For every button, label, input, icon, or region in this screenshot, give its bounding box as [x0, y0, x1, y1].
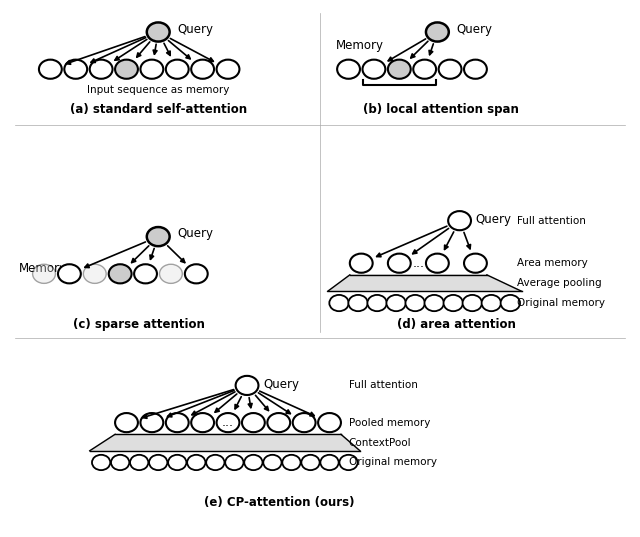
Polygon shape — [90, 434, 360, 451]
Circle shape — [464, 60, 487, 79]
Circle shape — [362, 60, 385, 79]
Circle shape — [388, 60, 411, 79]
Text: (b) local attention span: (b) local attention span — [363, 103, 518, 115]
Circle shape — [149, 455, 167, 470]
Text: Memory: Memory — [336, 39, 384, 52]
Text: Pooled memory: Pooled memory — [349, 418, 430, 427]
Circle shape — [367, 295, 387, 311]
Circle shape — [282, 455, 301, 470]
Circle shape — [424, 295, 444, 311]
Circle shape — [330, 295, 349, 311]
Circle shape — [337, 60, 360, 79]
Circle shape — [225, 455, 243, 470]
Circle shape — [321, 455, 339, 470]
Text: Full attention: Full attention — [349, 380, 417, 390]
Circle shape — [348, 295, 368, 311]
Text: Query: Query — [177, 228, 213, 241]
Circle shape — [301, 455, 319, 470]
Text: ...: ... — [222, 416, 234, 429]
Circle shape — [242, 413, 265, 432]
Circle shape — [147, 23, 170, 41]
Circle shape — [191, 413, 214, 432]
Polygon shape — [328, 275, 522, 292]
Circle shape — [147, 227, 170, 246]
Text: Query: Query — [263, 378, 299, 391]
Circle shape — [444, 295, 463, 311]
Circle shape — [206, 455, 225, 470]
Circle shape — [92, 455, 110, 470]
Circle shape — [438, 60, 461, 79]
Circle shape — [216, 413, 239, 432]
Circle shape — [166, 60, 189, 79]
Circle shape — [185, 264, 208, 284]
Circle shape — [268, 413, 290, 432]
Text: (c) sparse attention: (c) sparse attention — [73, 318, 205, 331]
Text: Query: Query — [177, 23, 213, 36]
Text: Original memory: Original memory — [516, 298, 605, 308]
Circle shape — [388, 253, 411, 273]
Circle shape — [83, 264, 106, 284]
Circle shape — [426, 253, 449, 273]
Circle shape — [387, 295, 406, 311]
Circle shape — [350, 253, 372, 273]
Circle shape — [39, 60, 62, 79]
Circle shape — [244, 455, 262, 470]
Circle shape — [236, 376, 259, 395]
Circle shape — [216, 60, 239, 79]
Circle shape — [134, 264, 157, 284]
Circle shape — [426, 23, 449, 41]
Text: Input sequence as memory: Input sequence as memory — [87, 85, 229, 96]
Text: (a) standard self-attention: (a) standard self-attention — [70, 103, 247, 115]
Circle shape — [463, 295, 482, 311]
Circle shape — [140, 60, 163, 79]
Circle shape — [109, 264, 132, 284]
Circle shape — [406, 295, 425, 311]
Circle shape — [500, 295, 520, 311]
Circle shape — [58, 264, 81, 284]
Circle shape — [318, 413, 341, 432]
Circle shape — [481, 295, 501, 311]
Circle shape — [33, 264, 56, 284]
Text: Average pooling: Average pooling — [516, 278, 602, 288]
Text: (d) area attention: (d) area attention — [397, 318, 516, 331]
Circle shape — [191, 60, 214, 79]
Circle shape — [130, 455, 148, 470]
Text: Original memory: Original memory — [349, 458, 436, 468]
Circle shape — [64, 60, 87, 79]
Circle shape — [292, 413, 316, 432]
Text: ...: ... — [412, 257, 424, 270]
Text: (e) CP-attention (ours): (e) CP-attention (ours) — [204, 496, 354, 509]
Circle shape — [140, 413, 163, 432]
Circle shape — [111, 455, 129, 470]
Circle shape — [90, 60, 113, 79]
Text: Full attention: Full attention — [516, 216, 586, 226]
Text: Memory: Memory — [19, 262, 67, 275]
Circle shape — [168, 455, 186, 470]
Circle shape — [115, 413, 138, 432]
Circle shape — [448, 211, 471, 230]
Circle shape — [413, 60, 436, 79]
Circle shape — [166, 413, 189, 432]
Circle shape — [187, 455, 205, 470]
Circle shape — [339, 455, 358, 470]
Text: ContextPool: ContextPool — [349, 438, 411, 448]
Circle shape — [464, 253, 487, 273]
Text: Area memory: Area memory — [516, 258, 588, 268]
Text: Query: Query — [456, 23, 492, 36]
Circle shape — [115, 60, 138, 79]
Circle shape — [159, 264, 182, 284]
Circle shape — [263, 455, 282, 470]
Text: Query: Query — [476, 213, 511, 226]
